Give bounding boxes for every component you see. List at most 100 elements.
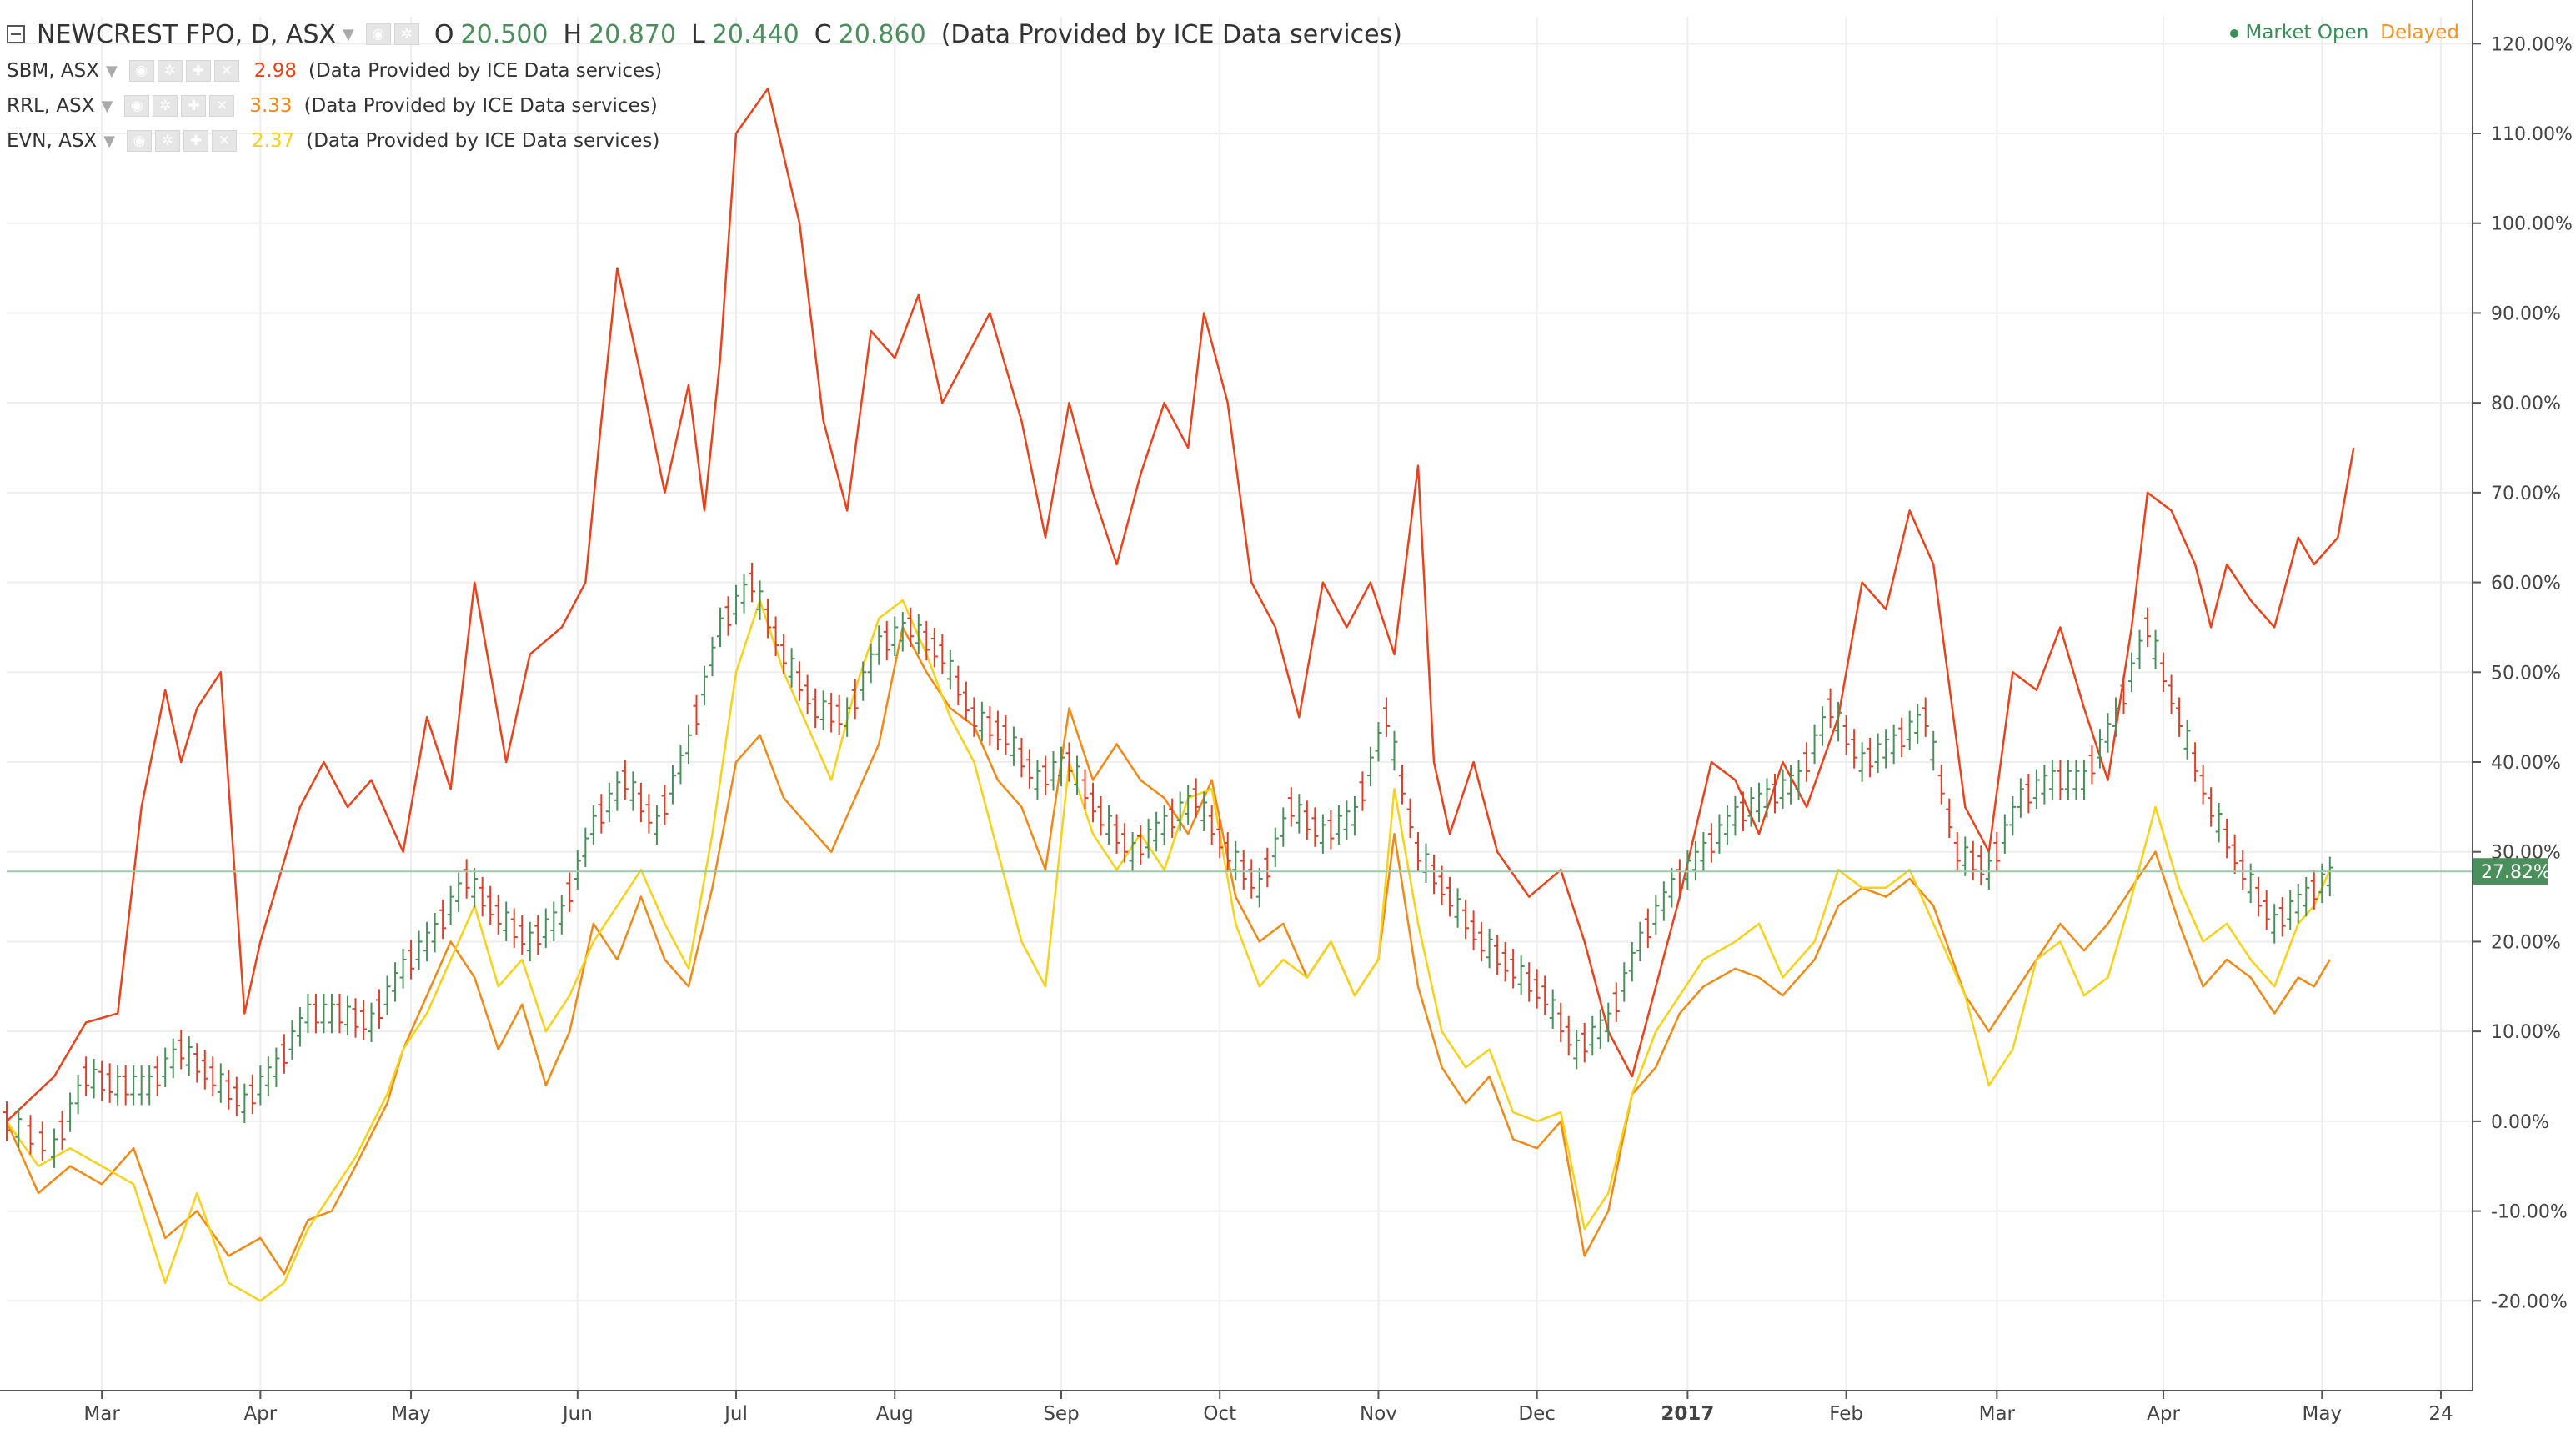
y-tick-label: 120.00% (2491, 34, 2573, 55)
chevron-down-icon[interactable]: ▼ (343, 25, 354, 43)
compare-symbol[interactable]: EVN, ASX (7, 130, 98, 152)
gear-icon[interactable]: ✲ (155, 130, 181, 152)
ohlc-bar (217, 1063, 224, 1103)
ohlc-bar (423, 921, 431, 962)
ohlc-bar (1811, 724, 1818, 765)
ohlc-bar (1501, 941, 1509, 982)
ohlc-bar (526, 921, 534, 962)
ohlc-bar (1652, 895, 1660, 935)
current-value-badge (2473, 858, 2548, 885)
series-layer (3, 87, 2473, 1302)
ohlc-bar (1723, 805, 1731, 845)
ohlc-bar (860, 661, 867, 701)
ohlc-bar (1707, 823, 1715, 863)
ohlc-bar (209, 1056, 217, 1096)
ohlc-bar (1596, 1009, 1604, 1050)
y-tick-label: 40.00% (2491, 753, 2561, 774)
ohlc-bar (1462, 899, 1470, 940)
ohlc-bar (828, 693, 835, 733)
ohlc-bar (1025, 749, 1033, 789)
plus-icon[interactable]: ✚ (181, 95, 207, 117)
gear-icon[interactable]: ✲ (393, 23, 419, 45)
ohlc-bar (891, 616, 899, 656)
ohlc-bar (1914, 704, 1922, 744)
ohlc-bar (637, 782, 644, 823)
gear-icon[interactable]: ✲ (153, 95, 178, 117)
ohlc-bar (804, 674, 811, 714)
ohlc-bar (2009, 795, 2017, 836)
ohlc-bar (978, 701, 985, 742)
y-tick-label: -10.00% (2491, 1202, 2568, 1223)
ohlc-bar (1311, 807, 1319, 847)
eye-icon[interactable]: ◉ (127, 130, 153, 152)
ohlc-bar (1240, 850, 1247, 890)
x-tick-label: 24 (2428, 1403, 2453, 1425)
collapse-icon[interactable] (7, 25, 25, 43)
ohlc-bar (2080, 760, 2087, 800)
x-axis: Mar Apr May Jun Jul Aug Sep Oct Nov Dec 2017 Feb Mar… (0, 1390, 2473, 1425)
ohlc-bar (2215, 803, 2223, 843)
main-symbol[interactable]: NEWCREST FPO, D, ASX (37, 19, 337, 49)
ohlc-bar (1842, 715, 1850, 755)
ohlc-bar (408, 940, 415, 980)
gear-icon[interactable]: ✲ (157, 60, 183, 82)
ohlc-bar (1391, 730, 1398, 771)
close-icon[interactable]: ✕ (213, 60, 239, 82)
ohlc-bar (1287, 787, 1295, 827)
eye-icon[interactable]: ◉ (365, 23, 391, 45)
eye-icon[interactable]: ◉ (124, 95, 150, 117)
compare-symbol[interactable]: SBM, ASX (7, 60, 99, 82)
ohlc-bar (1319, 814, 1326, 854)
close-icon[interactable]: ✕ (212, 130, 238, 152)
ohlc-bar (2096, 729, 2103, 769)
y-tick-label: 100.00% (2491, 214, 2573, 235)
plus-icon[interactable]: ✚ (183, 130, 209, 152)
x-tick-label: Nov (1360, 1403, 1397, 1425)
ohlc-bar (439, 899, 447, 940)
ohlc-bar (1517, 955, 1525, 995)
chevron-down-icon[interactable]: ▼ (101, 97, 113, 115)
legend-compare-0: SBM, ASX ▼ ◉ ✲ ✚ ✕ 2.98 (Data Provided by I… (7, 53, 1402, 88)
compare-symbol[interactable]: RRL, ASX (7, 95, 95, 117)
ohlc-bar (67, 1092, 74, 1132)
close-icon[interactable]: ✕ (209, 95, 235, 117)
ohlc-bar (2183, 720, 2191, 760)
ohlc-bar (2239, 850, 2247, 890)
ohlc-bar (1510, 949, 1517, 989)
ohlc-bar (248, 1074, 256, 1115)
ohlc-bar (946, 649, 954, 690)
ohlc-bar (1422, 843, 1430, 883)
compare-value: 3.33 (249, 95, 293, 117)
eye-icon[interactable]: ◉ (128, 60, 154, 82)
plus-icon[interactable]: ✚ (185, 60, 211, 82)
ohlc-bar (1605, 1002, 1612, 1043)
ohlc-bar (756, 580, 764, 620)
ohlc-bar (98, 1060, 106, 1101)
ohlc-bar (1549, 989, 1556, 1029)
ohlc-bar (1755, 782, 1762, 823)
chevron-down-icon[interactable]: ▼ (103, 132, 116, 150)
ohlc-bar (138, 1065, 145, 1106)
ohlc-bar (2223, 818, 2231, 859)
ohlc-bar (1105, 805, 1113, 845)
ohlc-bar (1993, 832, 2001, 872)
ohlc-bar (273, 1047, 280, 1087)
ohlc-bar (1034, 760, 1041, 800)
ohlc-bar (1700, 832, 1707, 872)
chevron-down-icon[interactable]: ▼ (105, 62, 118, 80)
ohlc-bar (146, 1065, 153, 1106)
ohlc-bar (2255, 876, 2263, 917)
ohlc-bar (2104, 713, 2112, 753)
ohlc-bar (923, 620, 930, 661)
ohlc-bar (58, 1110, 66, 1151)
ohlc-bar (1359, 771, 1366, 811)
ohlc-bar (431, 912, 439, 953)
ohlc-bar (1200, 791, 1208, 831)
ohlc-bar (1526, 962, 1533, 1002)
ohlc-bar (1375, 722, 1382, 762)
ohlc-bar (383, 975, 391, 1015)
ohlc-bar (241, 1083, 248, 1124)
ohlc-bar (1050, 751, 1057, 791)
ohlc-bar (2318, 863, 2326, 904)
ohlc-bar (1366, 746, 1374, 787)
